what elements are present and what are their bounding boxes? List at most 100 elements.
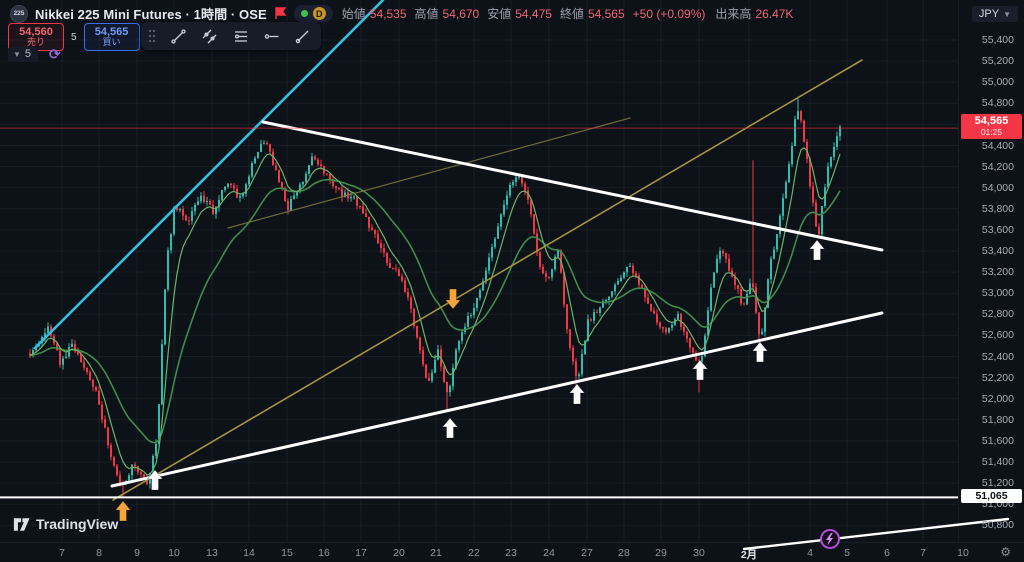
- price-tick-label: 52,600: [981, 329, 1014, 342]
- price-tick-label: 52,800: [981, 308, 1014, 321]
- delayed-data-badge: D: [312, 7, 326, 20]
- up-arrow-marker[interactable]: [441, 417, 459, 439]
- price-tick-label: 53,600: [981, 223, 1014, 236]
- price-tick-label: 53,200: [981, 266, 1014, 279]
- up-arrow-marker[interactable]: [568, 383, 586, 405]
- symbol-logo: 225: [10, 4, 28, 23]
- ma-slow-line: [29, 178, 841, 444]
- time-tick-label: 16: [318, 547, 330, 559]
- chevron-down-icon: ▼: [1003, 9, 1011, 19]
- olive-short-trendline[interactable]: [227, 117, 631, 229]
- time-tick-label: 21: [430, 547, 442, 559]
- buy-label: 買い: [102, 37, 121, 48]
- price-tick-label: 52,000: [981, 392, 1014, 405]
- time-tick-label: 2月: [740, 549, 758, 561]
- chevron-down-icon: ▼: [13, 49, 21, 59]
- currency-label: JPY: [978, 8, 1000, 20]
- ray-tool-icon[interactable]: [293, 27, 311, 45]
- price-tick-label: 52,200: [981, 371, 1014, 384]
- ascending-trendline[interactable]: [110, 311, 884, 488]
- ohlc-readout: 始値 54,535 高値 54,670 安値 54,475 終値 54,565 …: [342, 5, 798, 22]
- time-axis[interactable]: 7 8 9 10 13 14 15 16 17 20 21 22 23 24 27 28 29 30 2月 4 5 6 7 1…: [0, 542, 1024, 562]
- market-status-pill[interactable]: D: [293, 5, 333, 22]
- time-tick-label: 7: [59, 547, 65, 559]
- up-arrow-marker[interactable]: [808, 239, 826, 261]
- price-tick-label: 55,000: [981, 76, 1014, 89]
- replay-icon[interactable]: ⟳: [49, 46, 61, 62]
- price-tick-label: 51,600: [981, 434, 1014, 447]
- price-tick-label: 54,000: [981, 181, 1014, 194]
- quantity-value: 5: [24, 48, 32, 60]
- time-tick-label: 4: [807, 547, 813, 559]
- horizontal-ray-tool-icon[interactable]: [262, 27, 280, 45]
- time-tick-label: 27: [581, 547, 593, 559]
- price-tick-label: 55,200: [981, 55, 1014, 68]
- olive-ascending-trendline[interactable]: [112, 59, 863, 501]
- low-label: 安値: [487, 7, 512, 21]
- alert-lightning-icon[interactable]: [820, 529, 840, 549]
- time-tick-label: 6: [884, 547, 890, 559]
- tradingview-logo-icon: [13, 517, 30, 531]
- price-tick-label: 53,800: [981, 202, 1014, 215]
- horizontal-lines-tool-icon[interactable]: [231, 27, 249, 45]
- time-tick-label: 24: [543, 547, 555, 559]
- time-tick-label: 10: [168, 547, 180, 559]
- price-tick-label: 53,000: [981, 287, 1014, 300]
- time-tick-label: 13: [206, 547, 218, 559]
- lower-right-trendline[interactable]: [742, 517, 1010, 551]
- up-arrow-marker[interactable]: [114, 500, 132, 522]
- high-value: 54,670: [442, 6, 480, 21]
- descending-trendline[interactable]: [261, 120, 884, 252]
- buy-price: 54,565: [94, 25, 129, 38]
- time-tick-label: 22: [468, 547, 480, 559]
- parallel-channel-tool-icon[interactable]: [200, 27, 218, 45]
- time-tick-label: 20: [393, 547, 405, 559]
- volume-label: 出来高: [715, 7, 752, 21]
- down-arrow-marker[interactable]: [444, 288, 462, 310]
- price-tick-label: 54,400: [981, 139, 1014, 152]
- time-tick-label: 29: [655, 547, 667, 559]
- price-tick-label: 51,400: [981, 456, 1014, 468]
- up-arrow-marker[interactable]: [751, 341, 769, 363]
- quantity-dropdown[interactable]: ▼ 5: [8, 47, 39, 62]
- up-arrow-marker[interactable]: [146, 469, 164, 491]
- price-tick-label: 54,200: [981, 160, 1014, 173]
- current-price-badge: 54,565 01:25: [961, 114, 1022, 139]
- time-tick-label: 23: [505, 547, 517, 559]
- change-value: +50 (+0.09%): [632, 6, 706, 21]
- grid: [0, 0, 958, 542]
- volume-value: 26.47K: [755, 6, 794, 21]
- toolbar-drag-handle[interactable]: [148, 29, 156, 43]
- open-label: 始値: [341, 7, 366, 21]
- market-open-dot-icon: [300, 10, 308, 17]
- sell-button[interactable]: 54,560 売り: [8, 23, 64, 51]
- close-label: 終値: [559, 7, 584, 21]
- bar-countdown: 01:25: [980, 127, 1003, 137]
- trend-line-tool-icon[interactable]: [169, 27, 187, 45]
- buy-button[interactable]: 54,565 買い: [83, 23, 140, 51]
- time-tick-label: 10: [957, 547, 969, 559]
- candlesticks: [29, 98, 841, 498]
- arrow-markers[interactable]: [114, 239, 826, 522]
- symbol-title[interactable]: Nikkei 225 Mini Futures · 1時間 · OSE: [35, 7, 267, 22]
- currency-selector[interactable]: JPY ▼: [971, 6, 1018, 22]
- spread-value: 5: [71, 31, 77, 43]
- cyan-steep-trendline[interactable]: [33, 0, 385, 350]
- price-tick-label: 53,400: [981, 245, 1014, 257]
- price-axis[interactable]: 55,40055,20055,00054,80054,60054,40054,2…: [958, 0, 1024, 542]
- gear-icon[interactable]: ⚙: [1000, 545, 1011, 559]
- up-arrow-marker[interactable]: [691, 359, 709, 381]
- time-tick-label: 28: [618, 547, 630, 559]
- current-price-value: 54,565: [974, 115, 1009, 127]
- watermark-text: TradingView: [36, 516, 119, 532]
- low-value: 54,475: [515, 6, 552, 21]
- time-tick-label: 30: [693, 547, 705, 559]
- symbol-header: 225 Nikkei 225 Mini Futures · 1時間 · OSE …: [10, 4, 797, 23]
- price-tick-label: 51,200: [981, 477, 1014, 490]
- flag-icon[interactable]: [274, 7, 287, 20]
- drawing-toolbar: [141, 22, 321, 50]
- order-panel: 54,560 売り 5 54,565 買い: [8, 23, 140, 51]
- close-value: 54,565: [587, 6, 625, 21]
